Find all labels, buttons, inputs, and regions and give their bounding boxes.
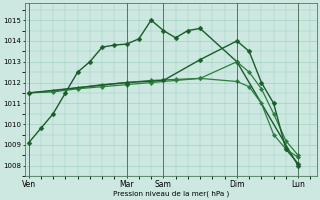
X-axis label: Pression niveau de la mer( hPa ): Pression niveau de la mer( hPa ): [113, 190, 229, 197]
